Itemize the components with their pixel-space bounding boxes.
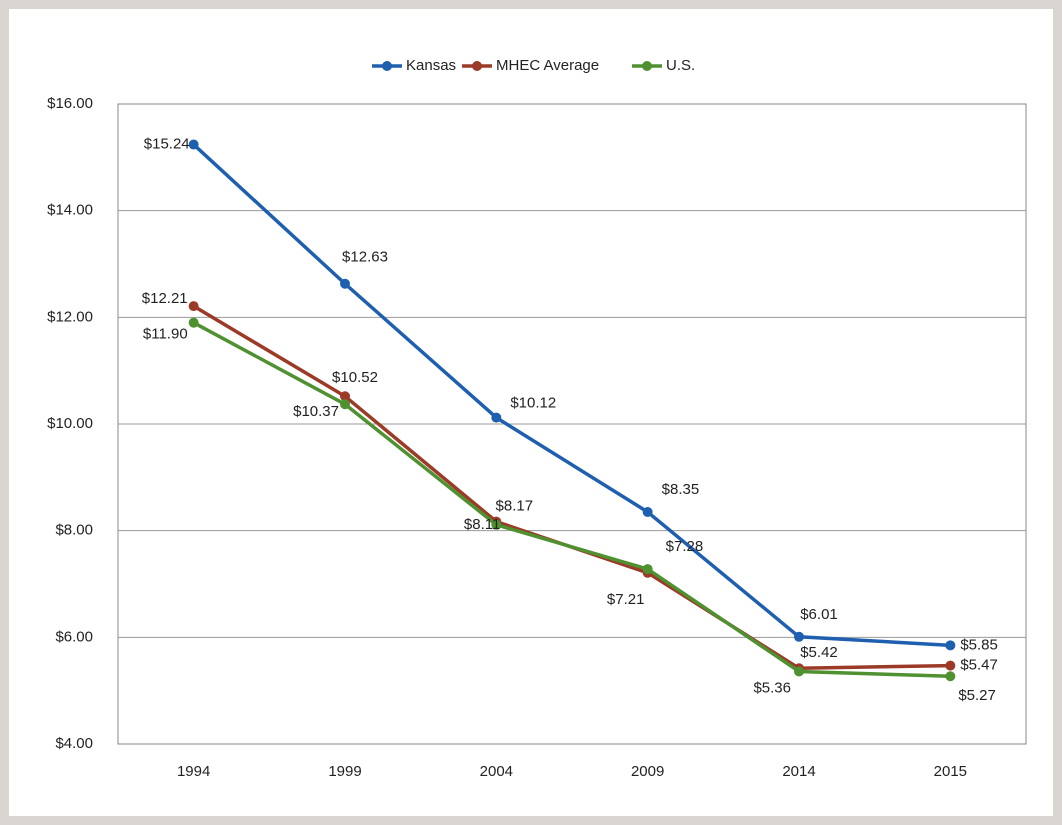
point [945, 640, 956, 651]
point [945, 671, 956, 682]
x-tick-label: 2004 [480, 763, 513, 780]
point [188, 317, 199, 328]
y-tick-label: $14.00 [47, 202, 93, 219]
data-label: $10.37 [293, 403, 339, 420]
legend-marker [382, 61, 392, 71]
point [491, 519, 502, 530]
x-tick-label: 1999 [328, 763, 361, 780]
data-label: $15.24 [144, 136, 190, 153]
legend-marker [472, 61, 482, 71]
data-label: $7.28 [666, 538, 704, 555]
y-tick-label: $6.00 [55, 628, 93, 645]
y-tick-label: $8.00 [55, 522, 93, 539]
y-tick-label: $4.00 [55, 735, 93, 752]
data-label: $5.42 [800, 644, 838, 661]
legend-label: MHEC Average [496, 57, 599, 74]
point [642, 564, 653, 575]
data-label: $8.11 [464, 516, 500, 533]
legend-label: Kansas [406, 57, 456, 74]
y-tick-label: $10.00 [47, 415, 93, 432]
plot-border [117, 103, 1027, 745]
point [794, 631, 804, 642]
series-line [192, 143, 951, 648]
point [491, 412, 502, 423]
data-label: $10.52 [332, 369, 378, 386]
point [642, 507, 653, 517]
series-line [192, 321, 951, 679]
point [945, 660, 956, 671]
x-tick-label: 1994 [177, 763, 210, 780]
data-label: $12.21 [142, 290, 188, 307]
data-label: $10.12 [510, 395, 556, 412]
x-tick-label: 2015 [934, 763, 967, 780]
point [794, 666, 804, 677]
x-tick-label: 2009 [631, 763, 664, 780]
data-label: $8.17 [496, 498, 534, 515]
data-label: $12.63 [342, 249, 388, 266]
data-label: $11.90 [143, 326, 188, 343]
y-tick-label: $12.00 [47, 308, 93, 325]
data-label: $5.85 [960, 636, 998, 653]
panel [9, 9, 1053, 816]
point [340, 278, 350, 289]
point [188, 139, 199, 150]
data-label: $5.27 [958, 687, 996, 704]
y-tick-label: $16.00 [47, 95, 93, 112]
x-tick-label: 2014 [782, 763, 815, 780]
data-label: $8.35 [662, 481, 700, 498]
legend-marker [642, 61, 652, 71]
data-label: $7.21 [607, 591, 645, 608]
point [340, 399, 350, 410]
legend-label: U.S. [666, 57, 695, 74]
data-label: $5.36 [753, 679, 791, 696]
data-label: $5.47 [960, 657, 998, 674]
point [340, 391, 350, 402]
data-label: $6.01 [800, 606, 838, 623]
point [188, 301, 199, 312]
